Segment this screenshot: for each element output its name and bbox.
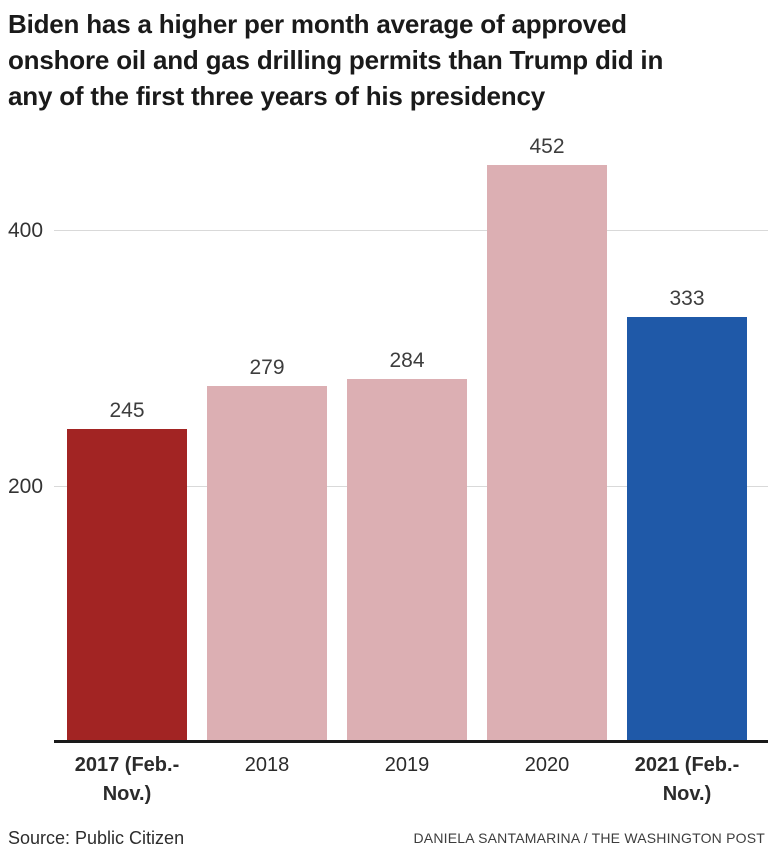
x-axis-label-line: 2018 (244, 754, 290, 776)
x-axis-label-line: 2019 (384, 754, 430, 776)
x-axis-category-label: 2020 (472, 751, 622, 780)
bar-2019 (347, 379, 467, 742)
chart-title: Biden has a higher per month average of … (8, 6, 764, 114)
bar-value-label: 284 (389, 349, 425, 372)
y-axis-tick-label: 200 (8, 474, 44, 498)
bar-2018 (207, 386, 327, 742)
bar-value-label: 245 (109, 399, 145, 422)
bar-2017 (67, 429, 187, 742)
source-note: Source: Public Citizen (8, 828, 185, 848)
x-axis-category-label: 2018 (192, 751, 342, 780)
x-axis-category-label: 2017 (Feb.- Nov.) (52, 751, 202, 809)
bar-value-label: 333 (669, 287, 705, 310)
bar-value-label: 452 (529, 135, 565, 158)
x-axis-label-line: Nov.) (102, 783, 152, 805)
x-axis-line (54, 740, 768, 743)
x-axis-label-line: 2017 (Feb.- (74, 754, 180, 776)
x-axis-category-label: 2021 (Feb.- Nov.) (612, 751, 762, 809)
x-axis-category-label: 2019 (332, 751, 482, 780)
x-axis-label-line: Nov.) (662, 783, 712, 805)
byline-credit: DANIELA SANTAMARINA / THE WASHINGTON POS… (413, 830, 765, 846)
chart-title-line-1: Biden has a higher per month average of … (8, 9, 627, 39)
chart-title-line-3: any of the first three years of his pres… (8, 81, 545, 111)
chart-title-line-2: onshore oil and gas drilling permits tha… (8, 45, 664, 75)
bar-2021 (627, 317, 747, 742)
gridline-400 (54, 230, 768, 231)
x-axis-label-line: 2020 (524, 754, 570, 776)
bar-value-label: 279 (249, 356, 285, 379)
y-axis-tick-label: 400 (8, 219, 44, 242)
x-axis-label-line: 2021 (Feb.- (634, 754, 740, 776)
bar-2020 (487, 165, 607, 742)
